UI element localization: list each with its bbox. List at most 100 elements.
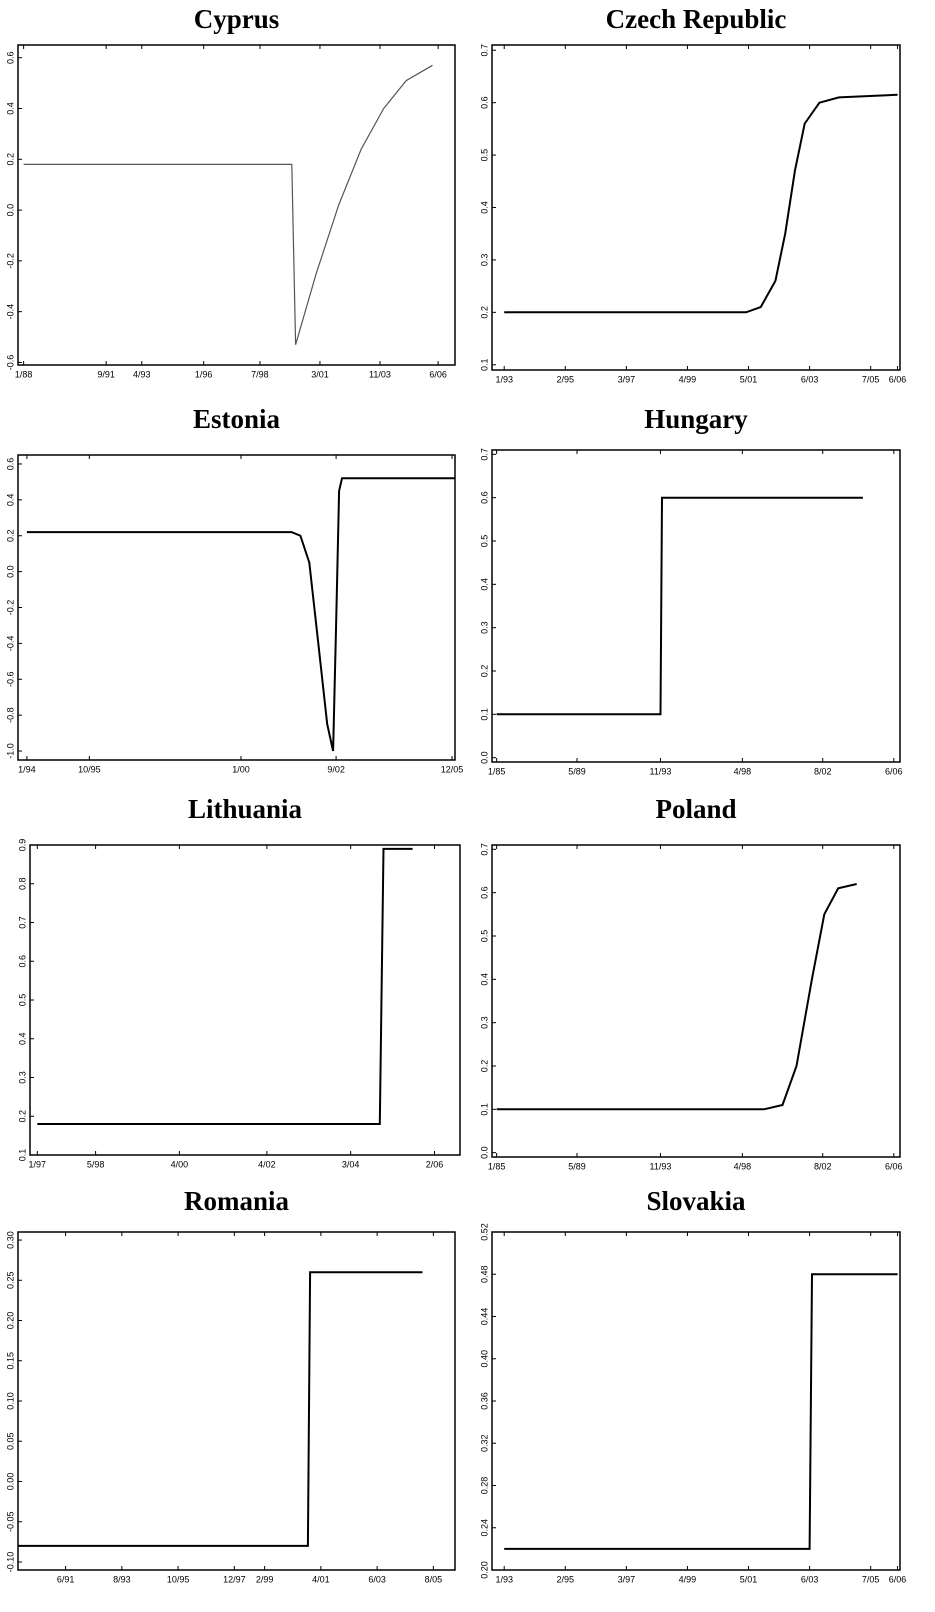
y-tick-label: 0.3 [479,254,489,267]
y-tick-label: 0.7 [479,44,489,57]
y-tick-label: 0.7 [17,916,27,929]
x-tick-label: 4/02 [258,1159,276,1169]
y-tick-label: 0.30 [5,1231,15,1249]
y-tick-label: 0.4 [479,578,489,591]
chart-title: Czech Republic [606,4,787,34]
x-tick-label: 1/00 [232,764,250,774]
y-tick-label: 0.2 [479,306,489,319]
x-tick-label: 6/06 [889,374,907,384]
y-tick-label: 0.6 [5,458,15,471]
x-tick-label: 9/91 [97,369,115,379]
x-tick-label: 5/89 [568,766,586,776]
y-tick-label: 0.10 [5,1392,15,1410]
x-tick-label: 1/97 [29,1159,47,1169]
y-tick-label: 0.0 [479,1146,489,1159]
y-tick-label: 0.15 [5,1352,15,1370]
x-tick-label: 3/04 [342,1159,360,1169]
plot-frame [491,44,901,371]
data-line [496,883,857,1111]
y-tick-label: 0.20 [5,1312,15,1330]
x-tick-label: 7/05 [862,1574,880,1584]
x-tick-label: 1/88 [15,369,33,379]
x-tick-label: 11/93 [650,1161,672,1171]
x-tick-label: 9/02 [327,764,345,774]
y-tick-label: 0.2 [479,665,489,678]
y-tick-label: -0.8 [5,707,15,723]
y-tick-label: 0.8 [17,877,27,890]
x-tick-label: 1/96 [195,369,213,379]
y-tick-label: 0.2 [5,529,15,542]
data-line [18,1271,423,1547]
x-tick-label: 6/03 [368,1574,386,1584]
y-tick-label: 0.7 [479,843,489,856]
x-tick-label: 4/01 [312,1574,330,1584]
x-tick-label: 4/93 [133,369,151,379]
y-tick-label: -0.4 [5,636,15,652]
y-tick-label: 0.52 [479,1223,489,1241]
x-tick-label: 2/95 [557,374,575,384]
y-tick-label: 0.3 [17,1071,27,1084]
x-tick-label: 1/94 [18,764,36,774]
y-tick-label: 0.00 [5,1473,15,1491]
y-tick-label: 0.9 [17,839,27,852]
data-line [23,64,433,345]
y-tick-label: 0.2 [479,1060,489,1073]
x-tick-label: 11/03 [369,369,391,379]
y-tick-label: -0.10 [5,1552,15,1573]
x-tick-label: 4/99 [679,374,697,384]
x-tick-label: 3/97 [618,1574,636,1584]
x-tick-label: 2/06 [426,1159,444,1169]
y-tick-label: 0.6 [479,886,489,899]
chart-title: Hungary [644,404,748,434]
y-tick-label: 0.20 [479,1561,489,1579]
x-tick-label: 10/95 [167,1574,190,1584]
y-tick-label: 0.25 [5,1272,15,1290]
y-tick-label: 0.0 [5,565,15,578]
y-tick-label: 0.6 [479,491,489,504]
y-tick-label: 0.40 [479,1350,489,1368]
y-tick-label: -1.0 [5,743,15,759]
x-tick-label: 4/00 [171,1159,189,1169]
y-tick-label: -0.6 [5,672,15,688]
data-line [26,477,455,752]
y-tick-label: 0.4 [5,102,15,115]
y-tick-label: 0.5 [479,149,489,162]
y-tick-label: 0.32 [479,1434,489,1452]
data-line [504,93,898,314]
x-tick-label: 3/01 [311,369,329,379]
x-tick-label: 6/03 [801,1574,819,1584]
x-tick-label: 2/99 [256,1574,274,1584]
x-tick-label: 6/06 [889,1574,907,1584]
x-tick-label: 1/93 [495,374,513,384]
x-tick-label: 1/93 [495,1574,513,1584]
y-tick-label: 0.1 [17,1149,27,1162]
y-tick-label: -0.6 [5,355,15,371]
chart-title: Lithuania [188,794,303,824]
y-tick-label: 0.24 [479,1519,489,1537]
y-tick-label: 0.1 [479,708,489,721]
plot-frame [17,1231,456,1571]
x-tick-label: 3/97 [618,374,636,384]
x-tick-label: 5/01 [740,374,758,384]
y-tick-label: 0.6 [5,51,15,64]
data-line [504,1273,898,1550]
y-tick-label: 0.4 [479,973,489,986]
x-tick-label: 6/06 [429,369,447,379]
plot-frame [29,844,461,1156]
chart-title: Slovakia [646,1186,746,1216]
x-tick-label: 8/93 [113,1574,131,1584]
x-tick-label: 8/02 [814,766,832,776]
x-tick-label: 4/98 [734,766,752,776]
y-tick-label: -0.05 [5,1511,15,1532]
y-tick-label: 0.7 [479,448,489,461]
y-tick-label: 0.3 [479,1016,489,1029]
y-tick-label: 0.6 [17,955,27,968]
y-tick-label: -0.2 [5,253,15,269]
y-tick-label: 0.2 [17,1110,27,1123]
x-tick-label: 5/98 [87,1159,105,1169]
y-tick-label: 0.05 [5,1432,15,1450]
y-tick-label: 0.5 [17,994,27,1007]
y-tick-label: -0.2 [5,600,15,616]
plot-frame [491,449,901,763]
